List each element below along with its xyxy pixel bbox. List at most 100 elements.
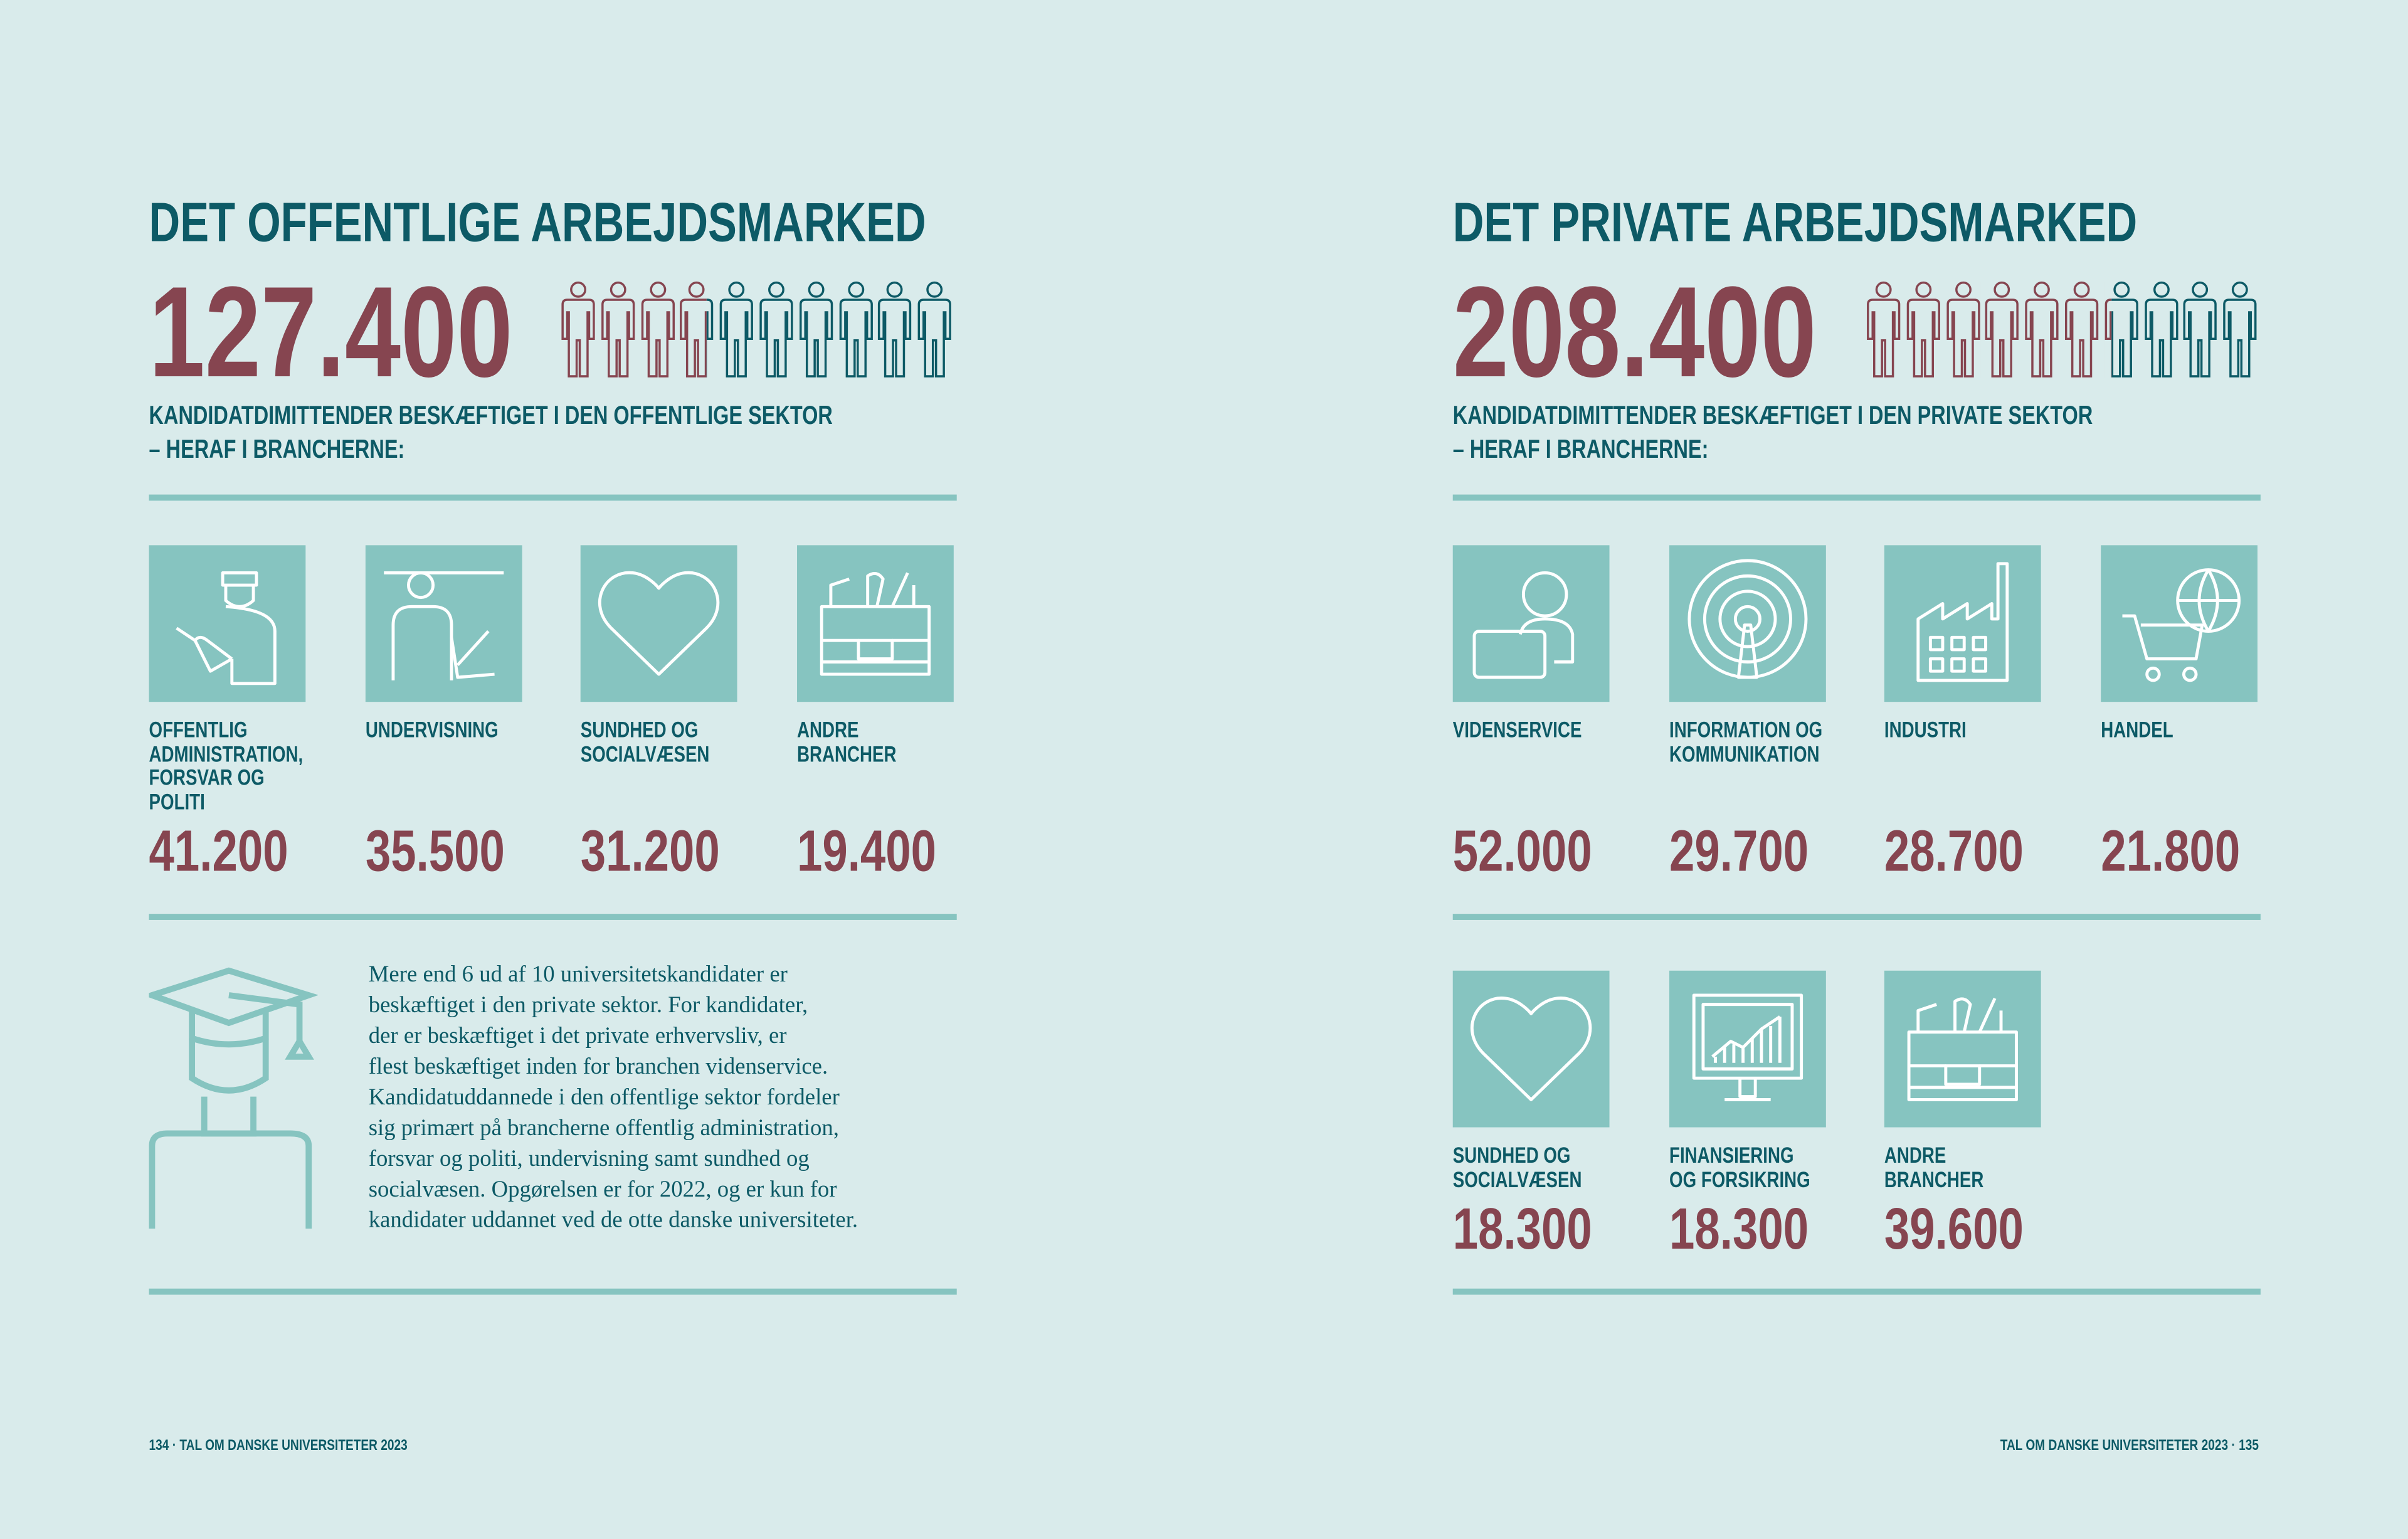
icon (1907, 997, 2018, 1101)
paragraph-line: beskæftiget i den private sektor. For ka… (368, 993, 808, 1018)
person-figure (1985, 281, 2020, 378)
sector-label: OG FORSIKRING (1669, 1168, 1850, 1193)
graduate-icon (149, 967, 318, 1229)
sector-label: FINANSIERING (1669, 1144, 1829, 1170)
icon (384, 571, 504, 680)
subtitle: – HERAF I BRANCHERNE: (149, 435, 477, 465)
sector-icon (1452, 970, 1610, 1128)
person-figure (799, 281, 833, 378)
sector-value: 21.800 (2101, 820, 2279, 887)
sector-value-text: 18.300 (1669, 1198, 1809, 1263)
sector-value-text: 39.600 (1884, 1198, 2024, 1263)
subtitle-text: KANDIDATDIMITTENDER BESKÆFTIGET I DEN OF… (149, 401, 833, 430)
person-figure (720, 281, 754, 378)
sector-label-text: FINANSIERING (1669, 1144, 1794, 1169)
person-figure (1906, 281, 1941, 378)
sector-label: OFFENTLIG (149, 719, 275, 744)
sector-label: ANDRE (797, 719, 876, 744)
sector-label: FORSVAR OG (149, 766, 297, 792)
sector-label-text: POLITI (149, 790, 205, 815)
footer: 134 · TAL OM DANSKE UNIVERSITETER 2023 (149, 1437, 480, 1455)
person-figure (759, 281, 793, 378)
person-figure (2064, 281, 2099, 378)
sector-label: ADMINISTRATION, (149, 743, 347, 768)
paragraph-line: sig primært på brancherne offentlig admi… (368, 1116, 839, 1141)
sector-icon (1884, 970, 2041, 1128)
sector-icon (2101, 545, 2258, 702)
sector-value: 41.200 (149, 820, 328, 887)
section-title-text: DET OFFENTLIGE ARBEJDSMARKED (149, 190, 926, 254)
sector-label-text: HANDEL (2101, 719, 2173, 744)
person-figure (2104, 281, 2138, 378)
sector-label-text: ADMINISTRATION, (149, 743, 304, 768)
sector-value-text: 52.000 (1452, 820, 1592, 885)
sector-label-text: ANDRE (1884, 1144, 1946, 1169)
rule (1452, 914, 2261, 920)
rule (149, 494, 957, 501)
sector-label: SUNDHED OG (1453, 1144, 1604, 1170)
sector-label-text: ANDRE (797, 719, 859, 744)
sector-value: 19.400 (797, 820, 976, 887)
sector-icon (365, 545, 522, 702)
person-figure (1945, 281, 1980, 378)
person-figure (2025, 281, 2059, 378)
icon (1916, 562, 2009, 682)
total-text: 127.400 (149, 259, 513, 405)
sector-icon (1452, 545, 1610, 702)
person-figure (1866, 281, 1901, 378)
icon (1471, 997, 1592, 1101)
person-figure (561, 281, 596, 378)
icon (820, 572, 931, 676)
sector-icon (580, 545, 737, 702)
sector-value-text: 28.700 (1884, 820, 2024, 885)
sector-label: SUNDHED OG (581, 719, 732, 744)
icon (598, 571, 720, 676)
person-figure (2223, 281, 2257, 378)
sector-value-text: 31.200 (580, 820, 720, 885)
sector-value-text: 19.400 (797, 820, 937, 885)
sector-value-text: 18.300 (1452, 1198, 1592, 1263)
icon (1472, 571, 1575, 679)
sector-icon (797, 545, 954, 702)
rule (149, 914, 957, 920)
total: 127.400 (149, 258, 616, 406)
subtitle-text: KANDIDATDIMITTENDER BESKÆFTIGET I DEN PR… (1452, 401, 2093, 430)
sector-icon (1669, 970, 1826, 1128)
section-title-text: DET PRIVATE ARBEJDSMARKED (1452, 190, 2138, 254)
sector-label: INFORMATION OG (1669, 719, 1866, 744)
sector-value: 35.500 (366, 820, 544, 887)
person-figure (2184, 281, 2217, 378)
sector-label: VIDENSERVICE (1453, 719, 1619, 744)
sector-label-text: SUNDHED OG (580, 719, 699, 744)
sector-label-text: FORSVAR OG (149, 766, 265, 791)
sector-label-text: UNDERVISNING (365, 719, 499, 744)
sector-value: 39.600 (1884, 1198, 2063, 1265)
sector-label: BRANCHER (797, 743, 924, 768)
sector-icon (1884, 545, 2041, 702)
person-figure (878, 281, 912, 378)
sector-value-text: 21.800 (2101, 820, 2241, 885)
icon (2122, 568, 2241, 682)
rule (149, 1288, 957, 1295)
sector-label-text: INDUSTRI (1884, 719, 1967, 744)
sector-value-text: 41.200 (149, 820, 288, 885)
sector-label: HANDEL (2101, 719, 2194, 744)
sector-label: SOCIALVÆSEN (1453, 1168, 1619, 1193)
icon (1692, 993, 1803, 1101)
footer-text: 134 · TAL OM DANSKE UNIVERSITETER 2023 (149, 1437, 408, 1455)
person-figure (2144, 281, 2178, 378)
sector-label-text: SOCIALVÆSEN (1452, 1168, 1582, 1193)
sector-value: 18.300 (1453, 1198, 1632, 1265)
sector-label-text: INFORMATION OG (1669, 719, 1823, 744)
section-title: DET PRIVATE ARBEJDSMARKED (1453, 191, 2330, 254)
paragraph-line: der er beskæftiget i det private erhverv… (368, 1024, 787, 1049)
paragraph-line: kandidater uddannet ved de otte danske u… (368, 1208, 858, 1234)
subtitle: KANDIDATDIMITTENDER BESKÆFTIGET I DEN OF… (149, 401, 1026, 431)
footer-text: TAL OM DANSKE UNIVERSITETER 2023 · 135 (2000, 1437, 2259, 1455)
subtitle: – HERAF I BRANCHERNE: (1453, 435, 1781, 465)
paragraph-line: Mere end 6 ud af 10 universitetskandidat… (368, 963, 788, 988)
sector-label-text: BRANCHER (1884, 1168, 1984, 1193)
sector-label: ANDRE (1884, 1144, 1963, 1170)
total-text: 208.400 (1452, 259, 1817, 405)
